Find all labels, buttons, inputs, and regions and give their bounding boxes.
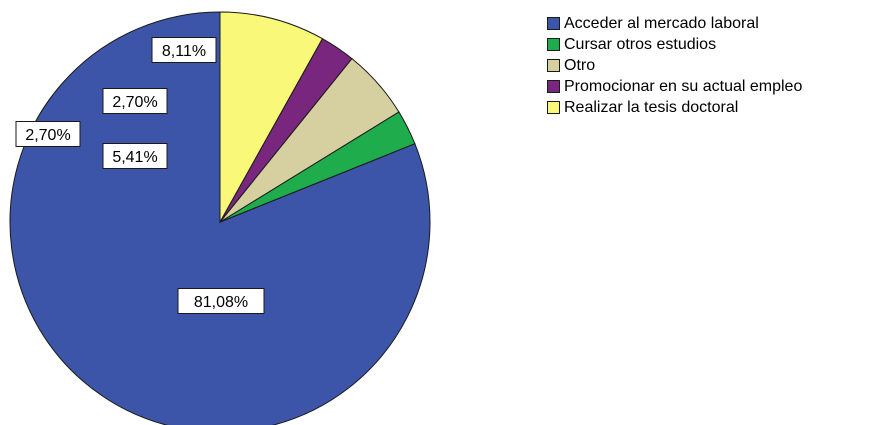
data-label-4: 2,70% xyxy=(102,88,168,114)
legend-item: Realizar la tesis doctoral xyxy=(547,97,802,118)
legend-swatch xyxy=(547,59,560,72)
legend-swatch xyxy=(547,80,560,93)
legend-item: Cursar otros estudios xyxy=(547,34,802,55)
legend-label: Cursar otros estudios xyxy=(564,35,717,53)
legend-label: Promocionar en su actual empleo xyxy=(564,77,803,95)
legend-label: Realizar la tesis doctoral xyxy=(564,98,739,116)
pie-slices xyxy=(9,11,431,425)
data-label-2: 2,70% xyxy=(15,121,81,147)
pie-slice-5 xyxy=(219,11,324,224)
data-label-5: 8,11% xyxy=(151,37,217,63)
data-label-text: 81,08% xyxy=(194,294,248,311)
pie-slice-1 xyxy=(9,11,431,425)
legend-item: Promocionar en su actual empleo xyxy=(547,76,802,97)
data-label-box xyxy=(102,88,168,114)
data-label-box xyxy=(15,121,81,147)
legend-label: Otro xyxy=(564,56,596,74)
data-label-box xyxy=(151,37,217,63)
legend-item: Otro xyxy=(547,55,802,76)
legend-item: Acceder al mercado laboral xyxy=(547,13,802,34)
data-label-3: 5,41% xyxy=(102,143,168,169)
chart-legend: Acceder al mercado laboral Cursar otros e… xyxy=(547,13,802,118)
data-label-1: 81,08% xyxy=(177,288,265,314)
legend-label: Acceder al mercado laboral xyxy=(564,14,759,32)
data-label-box xyxy=(102,143,168,169)
data-label-text: 5,41% xyxy=(112,149,157,166)
data-label-box xyxy=(177,288,265,314)
data-label-text: 2,70% xyxy=(112,94,157,111)
legend-swatch xyxy=(547,101,560,114)
legend-swatch xyxy=(547,38,560,51)
legend-swatch xyxy=(547,17,560,30)
data-label-text: 2,70% xyxy=(25,127,70,144)
data-label-text: 8,11% xyxy=(162,43,206,60)
